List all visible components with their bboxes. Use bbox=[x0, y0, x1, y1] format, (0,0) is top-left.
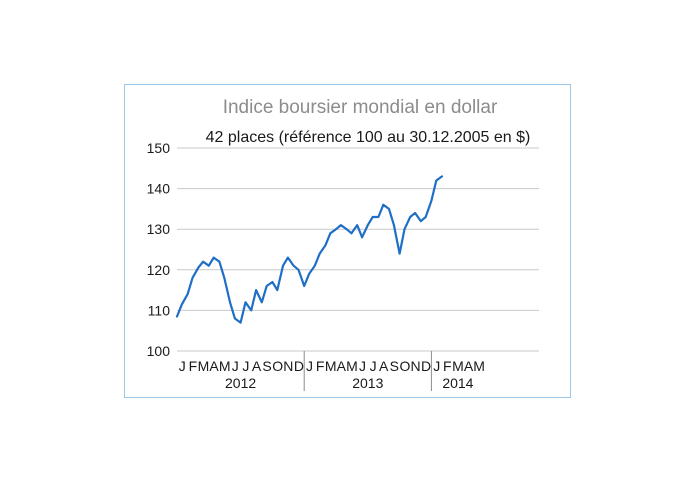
y-tick-label: 110 bbox=[148, 302, 171, 318]
series-line bbox=[175, 175, 444, 324]
month-label: J bbox=[306, 358, 313, 374]
chart-subtitle: 42 places (référence 100 au 30.12.2005 e… bbox=[206, 129, 531, 146]
month-label: S bbox=[262, 358, 271, 374]
month-label: M bbox=[325, 358, 337, 374]
month-label: A bbox=[209, 358, 219, 374]
month-label: A bbox=[464, 358, 474, 374]
month-label: S bbox=[390, 358, 399, 374]
month-label: J bbox=[242, 358, 249, 374]
chart-title: Indice boursier mondial en dollar bbox=[223, 97, 498, 118]
month-label: J bbox=[359, 358, 366, 374]
month-label: F bbox=[189, 358, 198, 374]
month-label: O bbox=[272, 358, 283, 374]
month-label: M bbox=[473, 358, 485, 374]
month-label: N bbox=[410, 358, 420, 374]
chart-frame: Indice boursier mondial en dollar 42 pla… bbox=[124, 84, 571, 398]
month-label: M bbox=[219, 358, 231, 374]
month-label: A bbox=[252, 358, 262, 374]
y-tick-label: 100 bbox=[147, 343, 171, 359]
month-label: D bbox=[294, 358, 304, 374]
year-label: 2012 bbox=[225, 375, 256, 391]
line-chart: Indice boursier mondial en dollar 42 pla… bbox=[147, 97, 539, 391]
y-tick-label: 130 bbox=[147, 221, 171, 237]
month-label: O bbox=[399, 358, 410, 374]
y-tick-label: 140 bbox=[147, 181, 171, 197]
month-label: F bbox=[316, 358, 325, 374]
month-label: J bbox=[433, 358, 440, 374]
month-label: J bbox=[179, 358, 186, 374]
month-label: F bbox=[443, 358, 452, 374]
month-label: A bbox=[379, 358, 389, 374]
month-label: M bbox=[452, 358, 464, 374]
month-label: J bbox=[232, 358, 239, 374]
month-label: A bbox=[337, 358, 347, 374]
month-label: M bbox=[198, 358, 210, 374]
month-label: J bbox=[370, 358, 377, 374]
month-label: M bbox=[346, 358, 358, 374]
year-label: 2013 bbox=[352, 375, 383, 391]
year-label: 2014 bbox=[442, 375, 473, 391]
y-tick-label: 150 bbox=[147, 140, 171, 156]
month-label: N bbox=[283, 358, 293, 374]
y-tick-label: 120 bbox=[147, 262, 171, 278]
month-label: D bbox=[421, 358, 431, 374]
